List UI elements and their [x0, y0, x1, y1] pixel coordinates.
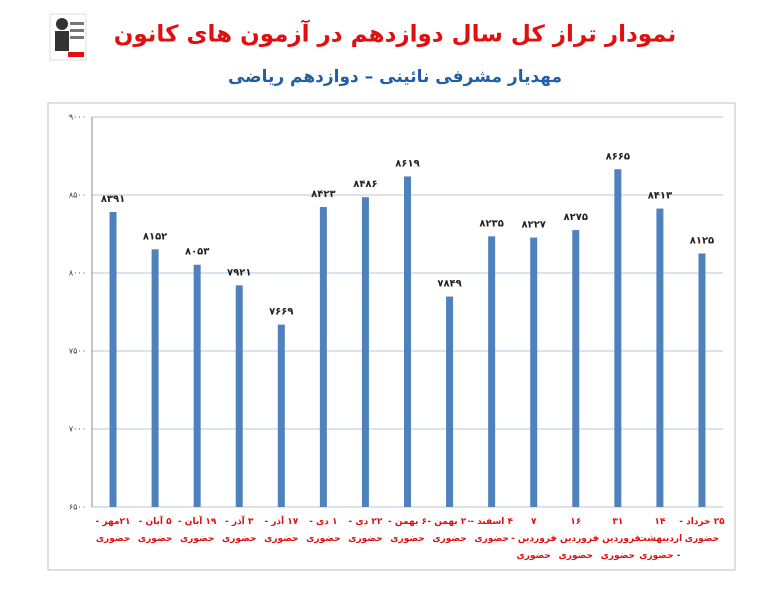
chart-frame: [47, 102, 736, 571]
value-label: ۸۱۵۲: [143, 231, 167, 242]
bar: [151, 249, 159, 507]
value-label: ۸۴۸۶: [353, 179, 377, 190]
chart-subtitle: مهدیار مشرفی نائینی – دوازدهم ریاضی: [228, 67, 562, 87]
bar: [319, 207, 327, 507]
x-tick-label: ۶ بهمن - حضوری: [388, 517, 427, 544]
y-tick-label: ۷۵۰۰: [69, 347, 86, 356]
value-label: ۸۰۵۳: [185, 247, 209, 258]
x-tick-label: ۱۴ اردیبهشت - حضوری: [637, 517, 683, 561]
x-tick-label: ۷ فروردین - حضوری: [511, 517, 557, 561]
y-tick-label: ۸۵۰۰: [69, 191, 86, 200]
bar: [488, 236, 496, 507]
value-label: ۸۲۷۵: [564, 212, 588, 223]
bar: [698, 253, 706, 507]
value-label: ۸۲۳۵: [479, 218, 503, 229]
x-tick-label: ۵ آبان - حضوری: [137, 517, 173, 544]
x-tick-label: ۱ دی - حضوری: [306, 517, 341, 544]
bar: [614, 169, 622, 507]
x-tick-label: ۴ اسفند - حضوری: [470, 517, 514, 544]
x-tick-label: ۲۱مهر - حضوری: [95, 517, 131, 544]
x-tick-label: ۱۷ آذر - حضوری: [264, 517, 299, 544]
value-label: ۷۹۲۱: [227, 267, 251, 278]
x-tick-label: ۱۹ آبان - حضوری: [177, 517, 217, 544]
value-label: ۸۱۲۵: [690, 236, 714, 247]
value-label: ۸۳۹۱: [101, 194, 125, 205]
x-tick-label: ۱۶ فروردین - حضوری: [553, 517, 599, 561]
value-label: ۸۶۶۵: [606, 151, 630, 162]
bar: [361, 197, 369, 507]
value-label: ۸۴۱۳: [648, 191, 672, 202]
value-label: ۸۴۲۳: [311, 189, 335, 200]
bar: [530, 237, 538, 507]
logo: [49, 13, 87, 61]
bar: [277, 324, 285, 507]
bar: [572, 230, 580, 507]
x-tick-label: ۳ آذر - حضوری: [222, 517, 257, 544]
y-tick-label: ۶۵۰۰: [69, 503, 86, 512]
y-tick-label: ۹۰۰۰: [69, 113, 86, 122]
bar: [109, 212, 117, 507]
bar: [193, 264, 201, 507]
bar: [446, 296, 454, 507]
bar: [235, 285, 243, 507]
x-tick-label: ۲۵ خرداد - حضوری: [679, 517, 725, 544]
bar: [656, 208, 664, 507]
x-tick-label: ۳۱ فروردین - حضوری: [595, 517, 641, 561]
x-tick-label: ۲۲ دی - حضوری: [348, 517, 383, 544]
value-label: ۷۶۶۹: [269, 307, 293, 318]
y-tick-label: ۷۰۰۰: [69, 425, 86, 434]
value-label: ۸۲۲۷: [521, 220, 545, 231]
value-label: ۷۸۴۹: [437, 279, 461, 290]
y-tick-label: ۸۰۰۰: [69, 269, 86, 278]
chart-title: نمودار تراز کل سال دوازدهم در آزمون های …: [114, 19, 676, 48]
x-tick-label: ۲۰ بهمن - حضوری: [427, 517, 472, 544]
bar: [404, 176, 411, 507]
value-label: ۸۶۱۹: [395, 158, 419, 169]
